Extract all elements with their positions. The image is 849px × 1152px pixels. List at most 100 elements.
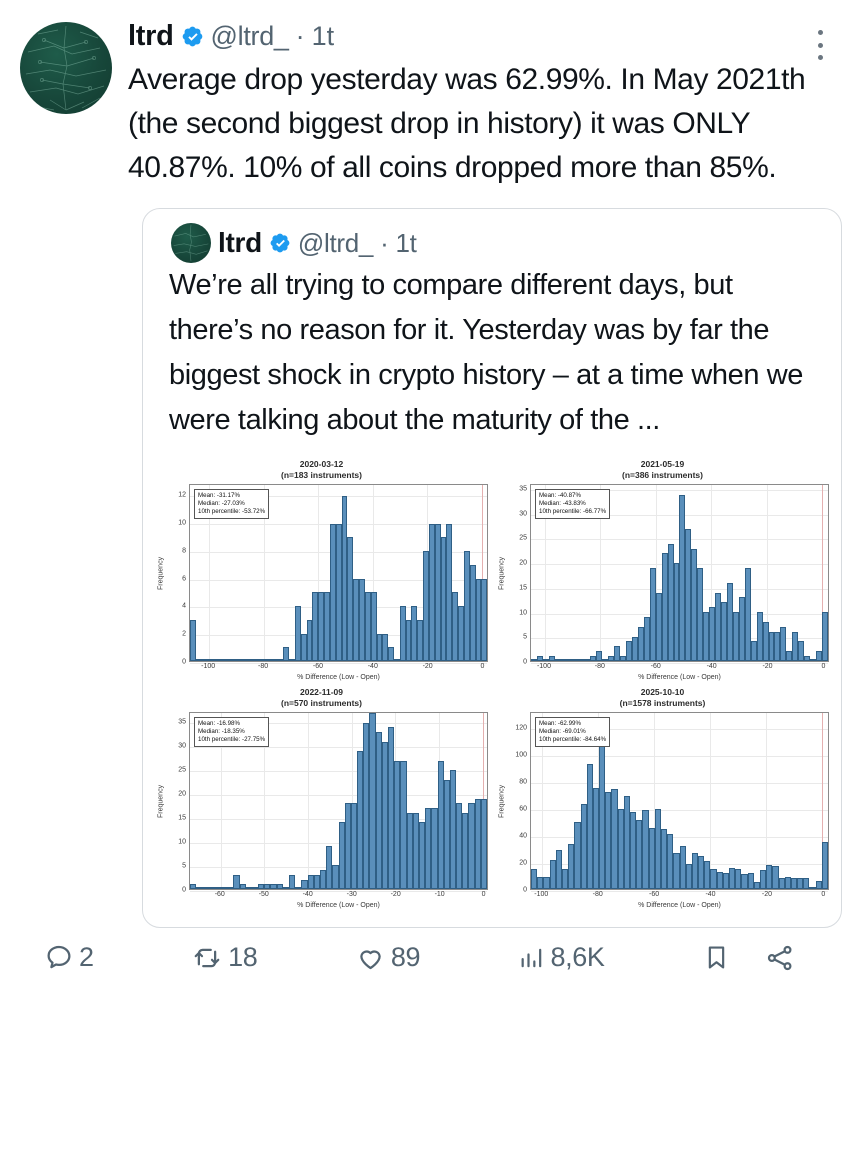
histogram-bar bbox=[648, 827, 655, 889]
histogram-bar bbox=[318, 592, 325, 661]
histogram-bar bbox=[821, 842, 828, 889]
y-tick-label: 80 bbox=[519, 778, 527, 786]
x-tick-label: -100 bbox=[201, 663, 216, 670]
quoted-avatar[interactable] bbox=[171, 223, 211, 263]
chart-panel[interactable]: 2021-05-19 (n=386 instruments) Frequency 0 5… bbox=[492, 457, 833, 685]
avatar[interactable] bbox=[20, 22, 112, 114]
histogram-bar bbox=[394, 760, 401, 889]
author-display-name[interactable]: ltrd bbox=[128, 19, 174, 52]
stat-p10: 10th percentile: -84.64% bbox=[539, 736, 607, 743]
gridline-vertical bbox=[263, 485, 265, 661]
histogram-bar bbox=[774, 631, 781, 661]
histogram-bar bbox=[572, 659, 579, 661]
author-handle[interactable]: @ltrd_ bbox=[210, 20, 289, 51]
chart-y-axis-label: Frequency bbox=[157, 784, 165, 818]
x-tick-label: 0 bbox=[481, 891, 486, 898]
chart-subtitle: (n=386 instruments) bbox=[621, 470, 703, 480]
x-tick-label: -20 bbox=[761, 891, 772, 898]
histogram-bar bbox=[456, 803, 463, 889]
histogram-bar bbox=[722, 873, 729, 889]
histogram-bar bbox=[434, 523, 441, 661]
histogram-bar bbox=[425, 808, 432, 889]
gridline-horizontal bbox=[190, 663, 487, 664]
y-tick-label: 40 bbox=[519, 832, 527, 840]
gridline-horizontal bbox=[190, 746, 487, 748]
histogram-bar bbox=[790, 878, 798, 889]
y-tick-label: 35 bbox=[178, 718, 186, 726]
histogram-bar bbox=[596, 651, 603, 661]
histogram-bar bbox=[810, 659, 816, 661]
histogram-bar bbox=[636, 819, 643, 889]
chart-x-axis-label: % Difference (Low - Open) bbox=[297, 902, 380, 909]
chart-panel[interactable]: 2020-03-12 (n=183 instruments) Frequency 0 2… bbox=[151, 457, 492, 685]
histogram-bar bbox=[821, 612, 828, 661]
chart-panel[interactable]: 2025-10-10 (n=1578 instruments) Frequency 0… bbox=[492, 685, 833, 913]
histogram-bar bbox=[617, 809, 624, 889]
y-tick-label: 2 bbox=[182, 630, 186, 638]
y-tick-label: 4 bbox=[182, 602, 186, 610]
share-button[interactable] bbox=[765, 943, 795, 973]
histogram-bar bbox=[469, 564, 476, 661]
bookmark-button[interactable] bbox=[702, 943, 731, 972]
histogram-bar bbox=[735, 869, 742, 889]
chart-plot-area[interactable]: Mean: -62.99% Median: -69.01% 10th percent… bbox=[530, 712, 829, 892]
reply-icon bbox=[47, 945, 71, 968]
histogram-bar bbox=[792, 631, 799, 661]
histogram-bar bbox=[341, 496, 348, 661]
histogram-bar bbox=[405, 619, 412, 661]
histogram-bar bbox=[301, 879, 308, 889]
y-tick-label: 10 bbox=[178, 838, 186, 846]
quoted-tweet-card[interactable]: ltrd @ltrd_ · 1t We’re all trying to com… bbox=[142, 208, 842, 928]
histogram-bar bbox=[620, 656, 626, 661]
chart-plot-area[interactable]: Mean: -16.98% Median: -18.35% 10th percent… bbox=[189, 712, 488, 892]
gridline-vertical bbox=[655, 485, 657, 661]
histogram-bar bbox=[721, 602, 727, 661]
kebab-menu-icon[interactable] bbox=[817, 30, 823, 60]
y-tick-label: 60 bbox=[519, 805, 527, 813]
like-button[interactable]: 89 bbox=[355, 942, 420, 973]
histogram-bar bbox=[762, 621, 769, 661]
retweet-button[interactable]: 18 bbox=[191, 942, 258, 973]
timestamp[interactable]: 1t bbox=[311, 20, 335, 51]
histogram-bar bbox=[536, 656, 543, 661]
histogram-bar bbox=[213, 659, 220, 661]
histogram-bar bbox=[531, 659, 537, 661]
stat-mean: Mean: -16.98% bbox=[198, 720, 240, 727]
tweet-text: Average drop yesterday was 62.99%. In Ma… bbox=[128, 63, 814, 184]
histogram-bar bbox=[289, 874, 296, 889]
quoted-author-display-name[interactable]: ltrd bbox=[218, 227, 262, 258]
histogram-bar bbox=[265, 659, 272, 661]
chart-plot-area[interactable]: Mean: -40.87% Median: -43.83% 10th percent… bbox=[530, 484, 829, 664]
histogram-bar bbox=[270, 884, 277, 889]
histogram-bar bbox=[195, 659, 202, 661]
chart-panel[interactable]: 2022-11-09 (n=570 instruments) Frequency 0 5… bbox=[151, 685, 492, 913]
histogram-bar bbox=[626, 641, 632, 661]
histogram-bar bbox=[691, 853, 699, 889]
histogram-bar bbox=[376, 633, 383, 661]
quoted-author-handle[interactable]: @ltrd_ bbox=[297, 227, 374, 258]
histogram-bar bbox=[259, 659, 266, 661]
histogram-bar bbox=[744, 568, 751, 661]
histogram-bar bbox=[364, 592, 371, 661]
quoted-avatar-pattern bbox=[173, 224, 209, 262]
chart-plot-area[interactable]: Mean: -31.17% Median: -27.03% 10th percent… bbox=[189, 484, 488, 664]
histogram-bar bbox=[381, 741, 388, 889]
histogram-bar bbox=[220, 887, 228, 889]
histogram-bar bbox=[809, 887, 816, 889]
histogram-bar bbox=[605, 791, 612, 889]
histogram-bar bbox=[289, 659, 295, 661]
gridline-horizontal bbox=[190, 818, 487, 820]
histogram-bar bbox=[673, 563, 680, 661]
stat-p10: 10th percentile: -53.72% bbox=[198, 508, 266, 515]
stat-median: Median: -18.35% bbox=[198, 728, 245, 735]
gridline-vertical bbox=[544, 485, 546, 661]
reply-button[interactable]: 2 bbox=[44, 942, 94, 973]
histogram-bar bbox=[412, 812, 419, 889]
chart-stats-annotation: Mean: -16.98% Median: -18.35% 10th percent… bbox=[194, 717, 270, 747]
y-tick-label: 0 bbox=[182, 886, 186, 894]
histogram-bar bbox=[803, 878, 810, 889]
x-tick-label: -100 bbox=[534, 891, 549, 898]
views-button[interactable]: 8,6K bbox=[518, 942, 605, 973]
histogram-bars bbox=[531, 713, 828, 889]
quoted-timestamp[interactable]: 1t bbox=[395, 227, 417, 258]
